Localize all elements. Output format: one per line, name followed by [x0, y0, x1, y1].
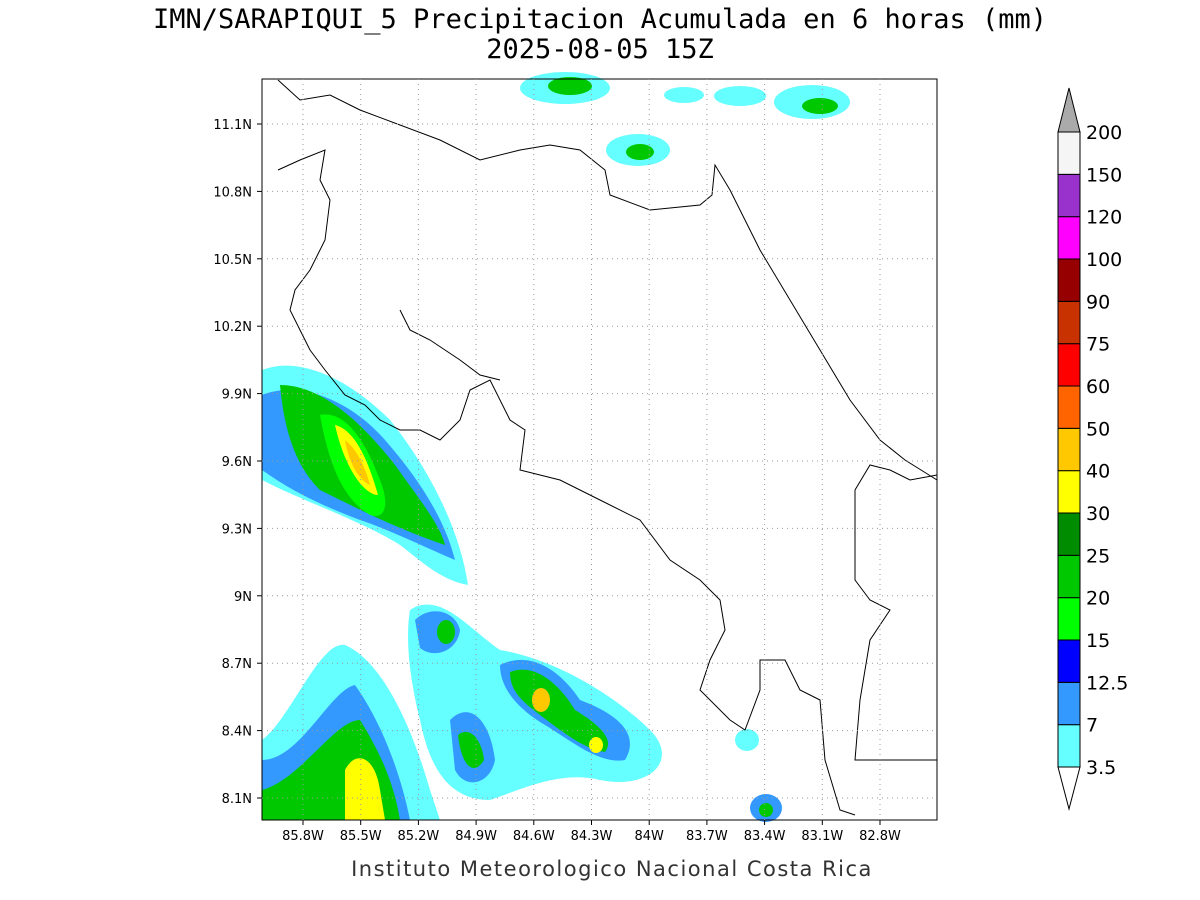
colorbar-box — [1057, 639, 1081, 683]
precip — [589, 737, 603, 753]
lon-tick-label: 84.9W — [455, 829, 497, 844]
colorbar-box — [1057, 724, 1081, 768]
precip — [532, 688, 550, 712]
precip-field — [262, 72, 850, 822]
colorbar-box — [1057, 554, 1081, 599]
colorbar-label: 90 — [1086, 291, 1110, 313]
colorbar-label: 3.5 — [1086, 757, 1116, 779]
lat-tick-label: 10.8N — [213, 185, 252, 200]
lon-tick-label: 85.8W — [282, 829, 324, 844]
colorbar-label: 60 — [1086, 376, 1110, 398]
border — [854, 490, 937, 761]
lon-tick-label: 84.3W — [571, 829, 613, 844]
colorbar-box — [1057, 300, 1081, 345]
colorbar-box — [1057, 343, 1081, 387]
colorbar-label: 20 — [1086, 588, 1110, 610]
precip — [345, 440, 370, 485]
precip — [802, 98, 838, 114]
colorbar-box — [1057, 427, 1081, 472]
lon-tick-label: 83.1W — [801, 829, 843, 844]
colorbar-label: 15 — [1086, 630, 1110, 652]
colorbar-box — [1057, 385, 1081, 429]
colorbar-over — [1057, 87, 1081, 133]
lon-tick-label: 84W — [634, 829, 664, 844]
colorbar-label: 25 — [1086, 545, 1110, 567]
lat-tick-label: 9.3N — [222, 522, 252, 537]
precip — [759, 803, 773, 817]
precip — [437, 620, 455, 644]
colorbar-box — [1057, 512, 1081, 556]
caribbean-coast — [277, 79, 938, 481]
colorbar-label: 7 — [1086, 715, 1098, 737]
lat-tick-label: 9.6N — [222, 455, 252, 470]
colorbar-label: 150 — [1086, 164, 1122, 186]
lon-tick-label: 85.5W — [340, 829, 382, 844]
precip — [345, 758, 385, 820]
colorbar-label: 75 — [1086, 334, 1110, 356]
gulf-coast — [399, 309, 501, 381]
precip — [664, 87, 704, 103]
lat-tick-label: 9.9N — [222, 388, 252, 403]
lon-tick-label: 83.7W — [686, 829, 728, 844]
precip — [626, 144, 654, 160]
lat-tick-label: 10.2N — [213, 320, 252, 335]
precip — [735, 729, 759, 751]
colorbar-box — [1057, 131, 1081, 175]
colorbar-label: 200 — [1086, 122, 1122, 144]
colorbar-under — [1057, 766, 1081, 811]
precip — [548, 77, 592, 95]
colorbar-box — [1057, 173, 1081, 218]
footer: Instituto Meteorologico Nacional Costa R… — [351, 857, 873, 881]
colorbar-label: 50 — [1086, 418, 1110, 440]
colorbar-box — [1057, 470, 1081, 514]
lon-tick-label: 85.2W — [397, 829, 439, 844]
subtitle: 2025-08-05 15Z — [486, 34, 714, 65]
precip — [458, 731, 484, 768]
lat-tick-label: 9N — [234, 590, 252, 605]
precip — [510, 669, 609, 752]
colorbar-label: 100 — [1086, 249, 1122, 271]
colorbar-label: 12.5 — [1086, 672, 1128, 694]
lon-tick-label: 83.4W — [744, 829, 786, 844]
lat-tick-label: 8.1N — [222, 792, 252, 807]
colorbar-label: 40 — [1086, 461, 1110, 483]
coastline — [277, 79, 938, 816]
colorbar-box — [1057, 258, 1081, 302]
colorbar-box — [1057, 597, 1081, 641]
colorbar-box — [1057, 681, 1081, 726]
lon-tick-label: 82.8W — [859, 829, 901, 844]
lat-tick-label: 8.4N — [222, 725, 252, 740]
lon-tick-label: 84.6W — [513, 829, 555, 844]
colorbar-label: 120 — [1086, 207, 1122, 229]
lat-tick-label: 10.5N — [213, 253, 252, 268]
precip — [714, 86, 766, 106]
pacific-coast — [277, 149, 856, 816]
lat-tick-label: 11.1N — [213, 118, 252, 133]
colorbar-box — [1057, 216, 1081, 260]
border — [854, 464, 938, 491]
lat-tick-label: 8.7N — [222, 657, 252, 672]
colorbar-label: 30 — [1086, 503, 1110, 525]
map-frame — [261, 78, 938, 821]
title: IMN/SARAPIQUI_5 Precipitacion Acumulada … — [153, 4, 1047, 35]
